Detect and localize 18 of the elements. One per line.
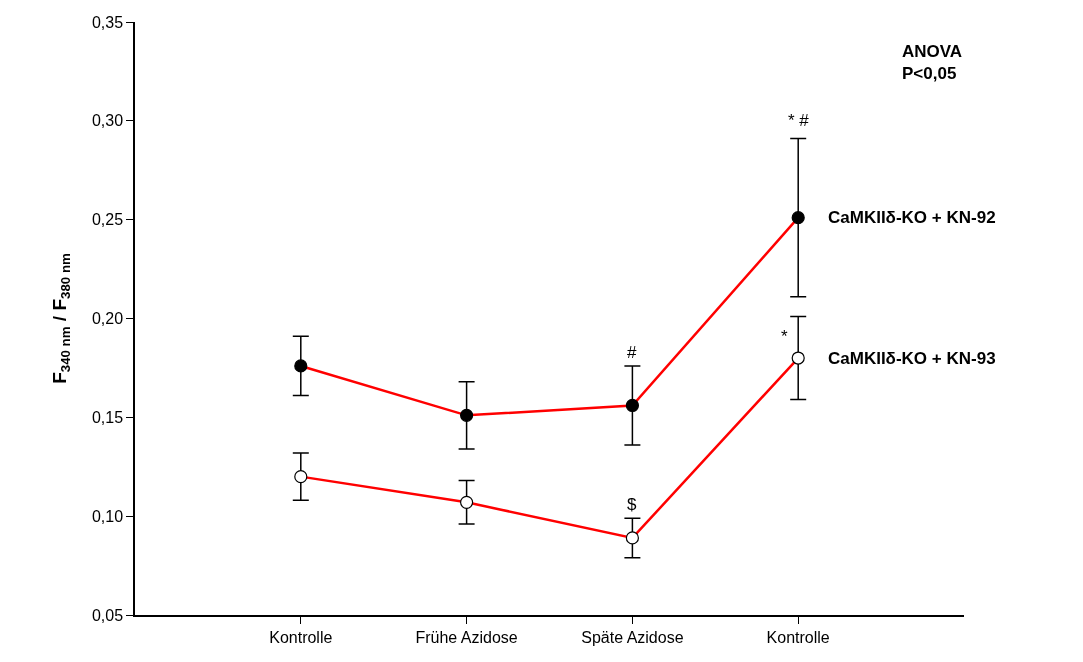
y-tick-label: 0,25 [91, 211, 124, 229]
x-tick-label: Kontrolle [766, 628, 830, 646]
annotation: # [627, 343, 637, 362]
series-label: CaMKIIδ-KO + KN-92 [828, 208, 996, 227]
annotation: * [781, 327, 788, 346]
annotation: * # [788, 111, 810, 130]
y-tick-label: 0,20 [91, 310, 124, 328]
y-tick-label: 0,30 [91, 112, 124, 130]
y-tick-label: 0,05 [91, 606, 124, 624]
y-tick-label: 0,10 [91, 507, 124, 525]
x-tick-label: Späte Azidose [581, 628, 684, 646]
annotation: ANOVA P<0,05 [902, 42, 963, 84]
annotation: $ [627, 495, 637, 514]
x-tick-label: Frühe Azidose [415, 628, 518, 646]
series-label: CaMKIIδ-KO + KN-93 [828, 349, 996, 368]
x-tick-label: Kontrolle [269, 628, 333, 646]
y-tick-label: 0,35 [91, 13, 124, 31]
y-tick-label: 0,15 [91, 408, 124, 426]
